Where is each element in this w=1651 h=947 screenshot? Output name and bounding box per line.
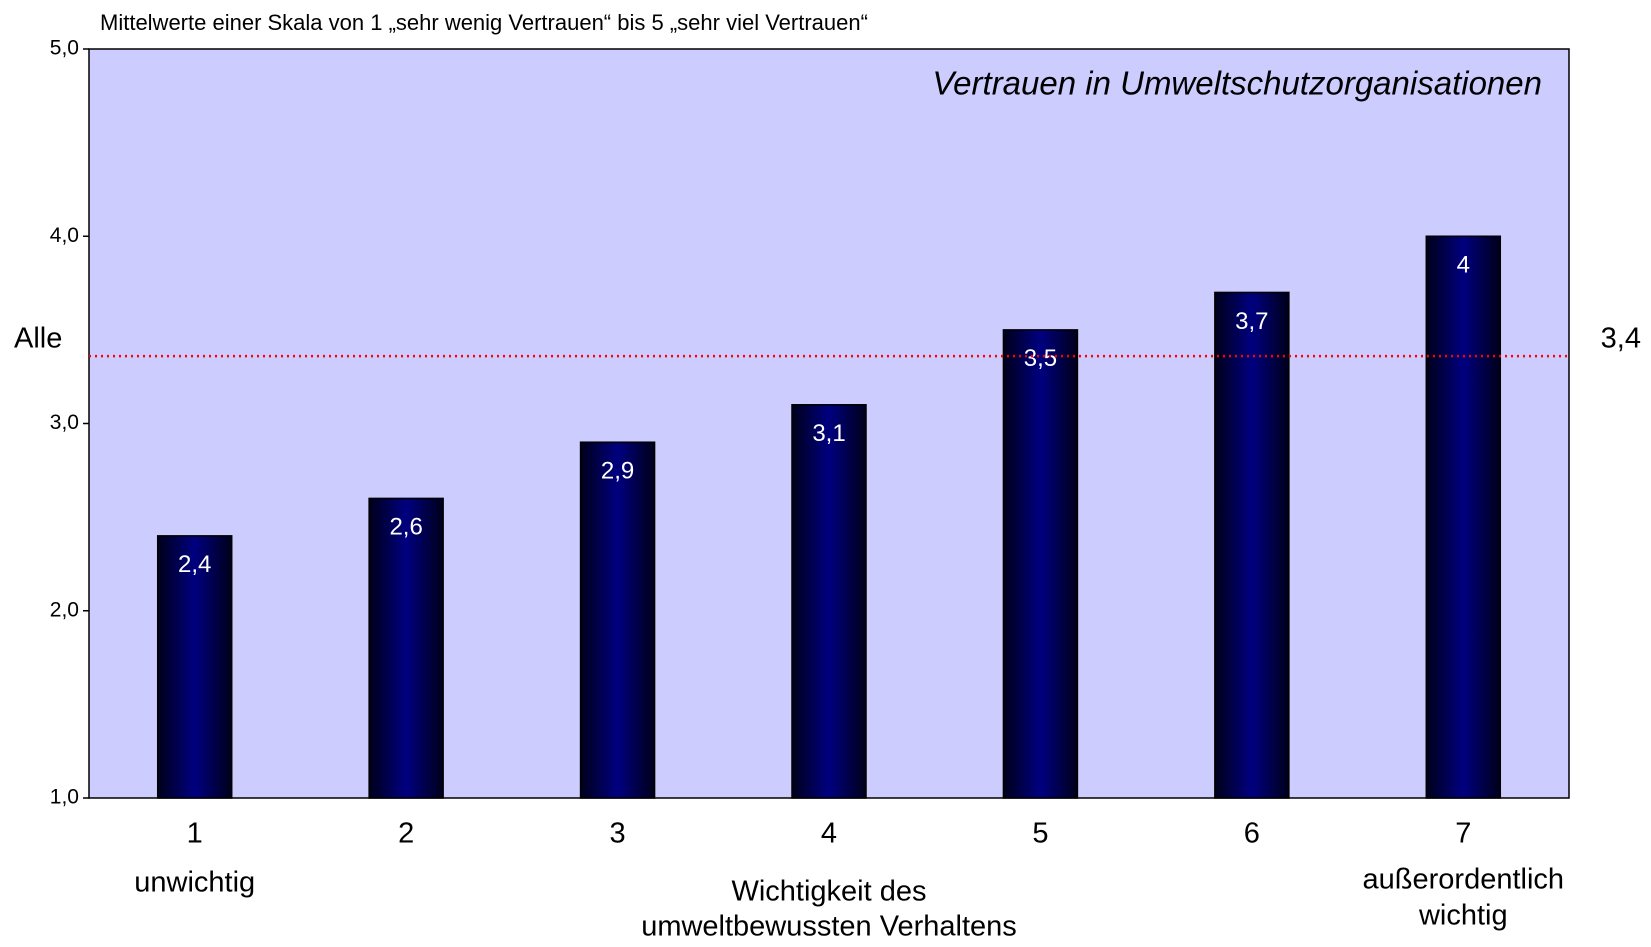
x-tick-label: 1 — [187, 818, 203, 850]
x-tick-label: 6 — [1244, 818, 1260, 850]
value-label: 2,4 — [178, 551, 211, 578]
value-label: 3,5 — [1024, 345, 1057, 372]
x-annotation: außerordentlich — [1363, 864, 1565, 896]
bar — [1214, 291, 1290, 799]
x-tick-label: 3 — [610, 818, 626, 850]
x-tick-label: 5 — [1032, 818, 1048, 850]
value-label: 3,7 — [1235, 308, 1268, 335]
y-tick-label: 3,0 — [50, 411, 79, 434]
x-axis-label: umweltbewussten Verhaltens — [641, 911, 1017, 942]
bar — [1002, 329, 1079, 799]
value-label: 4 — [1457, 252, 1470, 279]
bar — [368, 497, 444, 799]
x-annotation: unwichtig — [134, 867, 255, 899]
reference-name: Alle — [14, 323, 62, 355]
value-label: 2,9 — [601, 458, 634, 485]
reference-label: 3,4 — [1601, 323, 1641, 355]
y-tick-label: 2,0 — [50, 598, 79, 621]
chart-subtitle: Mittelwerte einer Skala von 1 „sehr weni… — [100, 10, 868, 35]
y-tick-label: 4,0 — [50, 224, 79, 247]
x-tick-label: 4 — [821, 818, 837, 850]
x-annotation: wichtig — [1418, 900, 1508, 932]
value-label: 2,6 — [389, 514, 422, 541]
x-axis-label: Wichtigkeit des — [731, 876, 926, 908]
y-tick-label: 5,0 — [50, 37, 79, 60]
bar — [156, 535, 233, 799]
y-tick-label: 1,0 — [50, 786, 79, 809]
bar — [791, 404, 867, 799]
bar — [1425, 235, 1502, 799]
chart-title: Vertrauen in Umweltschutzorganisationen — [932, 65, 1542, 102]
x-tick-label: 2 — [398, 818, 414, 850]
value-label: 3,1 — [812, 420, 845, 447]
x-tick-label: 7 — [1455, 818, 1471, 850]
bar — [579, 441, 656, 799]
